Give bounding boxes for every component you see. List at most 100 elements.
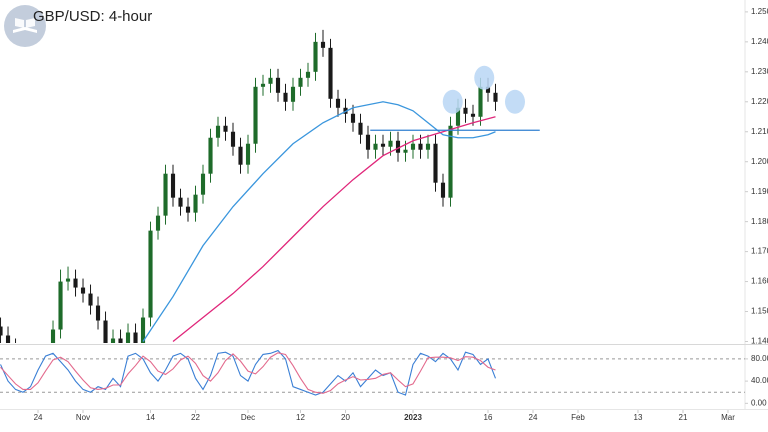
x-tick-label: Nov [76, 413, 90, 422]
x-tick-label: 14 [146, 413, 155, 422]
candle-body [380, 143, 386, 147]
candle-body [395, 140, 401, 153]
candle-body [133, 332, 138, 343]
candle-body [365, 134, 371, 150]
x-tick-label: 24 [529, 413, 538, 422]
x-tick-label: 12 [296, 413, 305, 422]
y-tick-label: 1.200 [751, 157, 768, 166]
candle-body [200, 173, 206, 195]
candle-body [350, 113, 356, 123]
y-tick-label: 40.00 [751, 376, 768, 385]
candle-body [298, 77, 303, 87]
candle-body [478, 86, 483, 117]
highlight-circle [442, 89, 463, 114]
candle-body [103, 320, 108, 343]
price-pane [0, 29, 540, 343]
candle-body [238, 146, 243, 165]
candle-body [140, 317, 146, 343]
candle-body [455, 107, 461, 126]
y-tick-label: 1.150 [751, 307, 768, 316]
x-tick-label: 24 [34, 413, 43, 422]
x-tick-label: Feb [571, 413, 585, 422]
candle-body [388, 140, 393, 147]
candle-body [448, 125, 453, 198]
candle-body [335, 98, 341, 108]
candle-body [155, 215, 161, 231]
candle-body [275, 77, 281, 93]
y-tick-label: 1.140 [751, 337, 768, 346]
x-tick-label: 22 [191, 413, 200, 422]
oscillator-pane [0, 349, 745, 396]
candle-body [73, 278, 78, 288]
candle-body [95, 305, 101, 321]
x-tick-label: 20 [341, 413, 350, 422]
y-tick-label: 1.190 [751, 187, 768, 196]
logo [4, 5, 46, 47]
candle-body [0, 326, 3, 336]
candle-body [148, 230, 153, 318]
y-tick-label: 1.250 [751, 7, 768, 16]
chart-title: GBP/USD: 4-hour [33, 8, 152, 25]
candle-body [215, 125, 221, 138]
candle-body [230, 131, 236, 147]
y-tick-label: 0.00 [751, 398, 767, 407]
x-tick-label: Dec [241, 413, 255, 422]
candle-body [470, 113, 476, 117]
candle-body [358, 122, 363, 135]
y-tick-label: 1.160 [751, 277, 768, 286]
candle-body [110, 338, 116, 343]
moving-average [142, 101, 496, 342]
candle-body [50, 329, 56, 343]
oscillator-line [0, 352, 496, 394]
highlight-circle [474, 65, 495, 90]
candle-body [433, 143, 438, 183]
axes: 1.250 1.240 1.230 1.220 1.210 1.200 1.190 1.180… [34, 7, 768, 422]
oscillator-line [0, 349, 497, 396]
candle-body [163, 173, 168, 216]
candle-body [343, 107, 348, 114]
candle-body [58, 281, 63, 330]
candle-body [463, 107, 468, 114]
x-tick-label: Mar [721, 413, 735, 422]
y-tick-label: 1.180 [751, 217, 768, 226]
candle-body [125, 332, 131, 343]
candle-body [118, 338, 123, 343]
x-tick-label: 21 [679, 413, 688, 422]
y-tick-label: 1.230 [751, 67, 768, 76]
x-tick-label: 16 [484, 413, 493, 422]
candle-body [313, 41, 318, 72]
candle-body [410, 143, 416, 150]
candle-body [493, 92, 498, 102]
candle-body [208, 137, 213, 174]
candle-body [5, 335, 11, 343]
candle-body [328, 47, 333, 99]
y-tick-label: 1.210 [751, 127, 768, 136]
candle-body [373, 143, 378, 150]
candle-body [65, 278, 71, 282]
candle-body [283, 92, 288, 102]
highlight-circle [504, 89, 525, 114]
candle-body [253, 86, 258, 144]
candle-body [485, 86, 491, 93]
x-tick-label: 2023 [404, 413, 422, 422]
candle-body [260, 83, 266, 87]
candle-body [170, 173, 176, 198]
y-tick-label: 1.220 [751, 97, 768, 106]
candle-body [290, 86, 296, 102]
candle-body [88, 293, 93, 306]
candle-body [80, 287, 86, 294]
candle-body [425, 143, 431, 150]
candle-body [440, 182, 446, 198]
candle-body [305, 71, 311, 78]
y-tick-label: 80.00 [751, 354, 768, 363]
candle-body [320, 41, 326, 48]
x-tick-label: 13 [634, 413, 643, 422]
y-tick-label: 1.240 [751, 37, 768, 46]
candle-body [178, 197, 183, 207]
candle-body [403, 149, 408, 153]
candle-body [185, 206, 191, 213]
candle-body [193, 194, 198, 213]
